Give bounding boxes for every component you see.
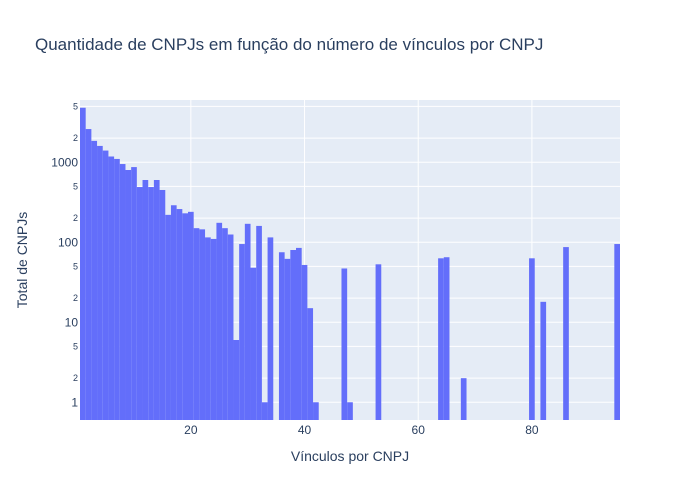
histogram-bar bbox=[125, 170, 132, 420]
histogram-bar bbox=[267, 237, 274, 420]
histogram-bar bbox=[108, 156, 115, 421]
histogram-bar bbox=[193, 228, 200, 420]
y-axis-ticks: 1 10 100 1000 2 5 2 5 2 5 2 5 bbox=[51, 101, 78, 409]
y-minor-tick-label: 5 bbox=[73, 261, 78, 271]
histogram-bar bbox=[313, 402, 319, 420]
histogram-bar bbox=[290, 250, 296, 420]
y-minor-tick-label: 2 bbox=[73, 293, 78, 303]
histogram-bar bbox=[614, 244, 620, 420]
y-minor-tick-label: 2 bbox=[73, 373, 78, 383]
histogram-bar bbox=[438, 258, 444, 420]
histogram-bar bbox=[119, 164, 126, 420]
y-minor-tick-label: 2 bbox=[73, 133, 78, 143]
histogram-bar bbox=[244, 223, 251, 420]
histogram-bar bbox=[296, 247, 302, 420]
histogram-bar bbox=[131, 167, 137, 420]
histogram-bar bbox=[165, 214, 171, 420]
x-tick-label: 20 bbox=[184, 423, 198, 437]
y-minor-tick-label: 5 bbox=[73, 181, 78, 191]
histogram-bar bbox=[301, 264, 308, 420]
histogram-bar bbox=[199, 229, 206, 420]
histogram-bar bbox=[375, 264, 382, 420]
y-minor-tick-label: 5 bbox=[73, 101, 78, 111]
histogram-bar bbox=[443, 257, 450, 420]
x-axis-title: Vínculos por CNPJ bbox=[291, 448, 409, 464]
histogram-bar bbox=[278, 252, 285, 420]
histogram-bar bbox=[159, 189, 166, 420]
bars bbox=[80, 107, 620, 421]
x-tick-label: 40 bbox=[298, 423, 312, 437]
histogram-bar bbox=[182, 213, 188, 420]
histogram-bar bbox=[250, 267, 257, 420]
histogram-bar bbox=[102, 150, 109, 420]
x-axis-ticks: 20 40 60 80 bbox=[184, 423, 539, 437]
histogram-bar bbox=[222, 228, 228, 420]
histogram-bar bbox=[233, 340, 240, 420]
histogram-bar bbox=[91, 140, 98, 420]
histogram-bar bbox=[97, 145, 103, 421]
histogram-bar bbox=[153, 180, 160, 420]
histogram-bar bbox=[529, 258, 535, 420]
histogram-bar bbox=[148, 187, 154, 420]
histogram-bar bbox=[142, 180, 149, 420]
histogram-bar bbox=[307, 308, 314, 420]
histogram-bar bbox=[563, 247, 569, 420]
histogram-bar bbox=[347, 402, 353, 420]
y-tick-label: 1000 bbox=[51, 155, 78, 169]
histogram-bar bbox=[227, 234, 234, 420]
histogram-bar bbox=[85, 129, 92, 420]
histogram-bar bbox=[540, 301, 547, 420]
histogram-bar bbox=[460, 378, 467, 420]
x-tick-label: 60 bbox=[412, 423, 426, 437]
histogram-bar bbox=[188, 211, 194, 420]
y-axis-title: Total de CNPJs bbox=[14, 212, 30, 308]
histogram-bar bbox=[261, 402, 268, 420]
histogram-bar bbox=[170, 205, 177, 420]
y-minor-tick-label: 5 bbox=[73, 341, 78, 351]
histogram-bar bbox=[239, 244, 245, 420]
y-tick-label: 1 bbox=[71, 395, 78, 409]
y-minor-tick-label: 2 bbox=[73, 213, 78, 223]
histogram-bar bbox=[114, 158, 120, 421]
chart-title: Quantidade de CNPJs em função do número … bbox=[35, 35, 543, 54]
histogram-bar bbox=[256, 225, 262, 420]
x-tick-label: 80 bbox=[525, 423, 539, 437]
histogram-bar bbox=[341, 268, 348, 420]
histogram-bar bbox=[216, 222, 223, 420]
histogram-bar bbox=[176, 209, 183, 420]
histogram-bar bbox=[80, 107, 86, 420]
histogram-bar bbox=[284, 258, 291, 420]
histogram-bar bbox=[210, 238, 217, 420]
y-tick-label: 10 bbox=[65, 315, 79, 329]
histogram-bar bbox=[205, 237, 211, 420]
histogram-bar bbox=[136, 187, 143, 420]
y-tick-label: 100 bbox=[58, 235, 78, 249]
